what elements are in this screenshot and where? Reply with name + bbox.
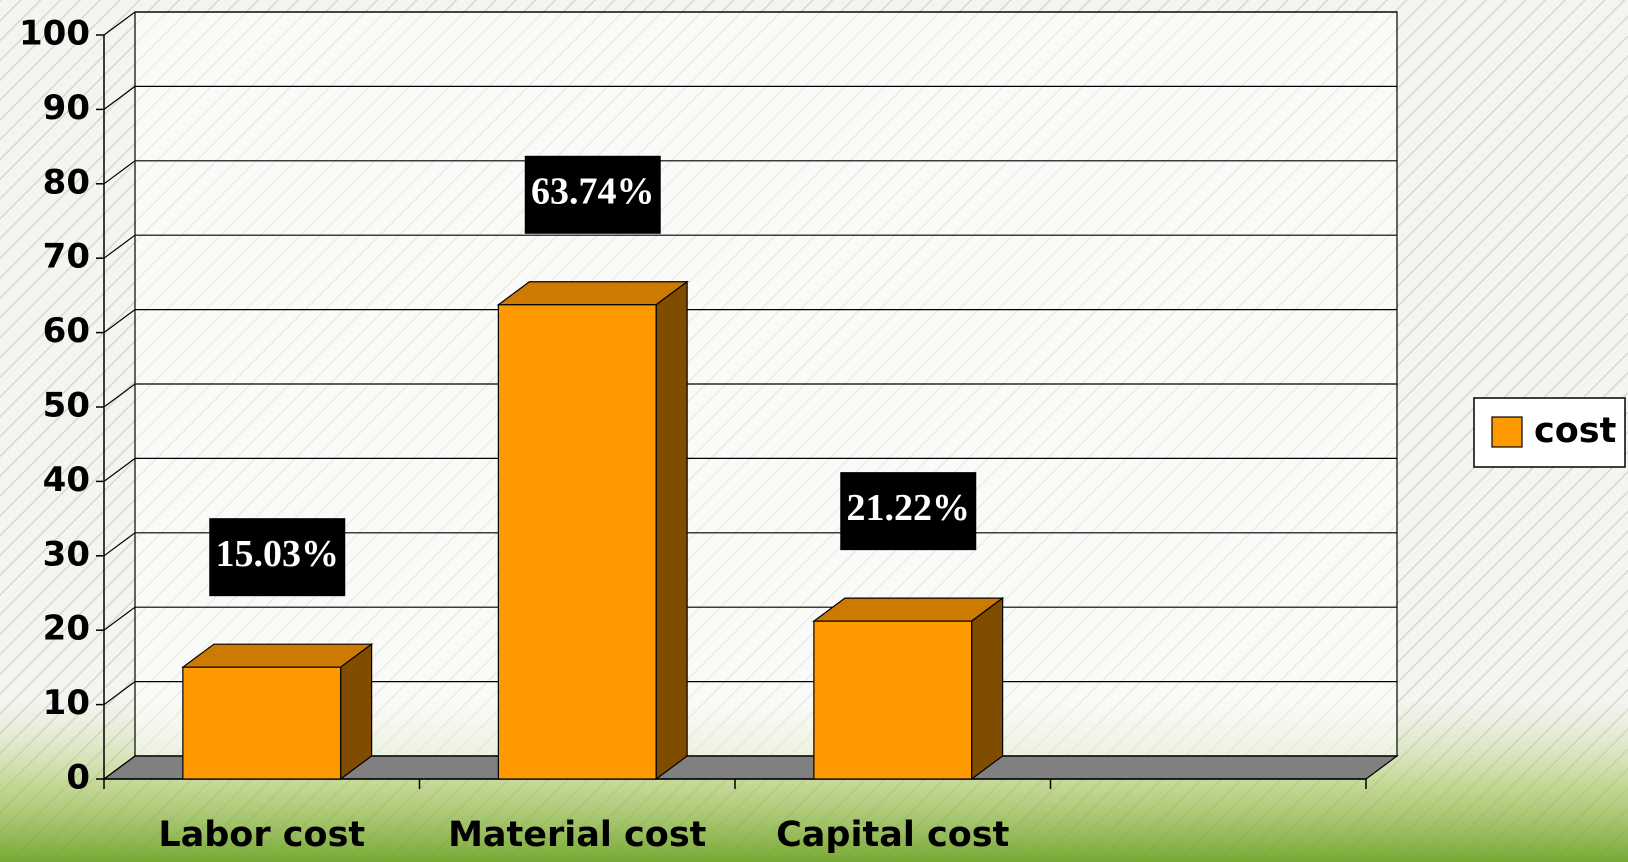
y-tick-label: 90 [43,88,90,128]
value-label: 15.03% [216,533,340,575]
bar-top [498,282,687,305]
x-tick-label: Labor cost [158,815,365,855]
bar [498,305,656,779]
y-tick-label: 0 [66,758,90,798]
bar [814,621,972,779]
x-tick-label: Capital cost [776,815,1009,855]
y-tick-label: 80 [43,162,90,202]
y-tick-label: 60 [43,311,90,351]
y-tick-label: 40 [43,460,90,500]
bar-side [972,598,1003,779]
x-tick-label: Material cost [448,815,706,855]
bar [183,667,341,779]
y-tick-label: 20 [43,609,90,649]
bar-top [183,644,372,667]
chart: 0 10 20 30 40 50 60 70 80 90 100 Labor cost 15.03% Ma… [0,0,1628,862]
value-label: 63.74% [531,170,655,212]
legend-label: cost [1534,411,1616,451]
bar-top [814,598,1003,621]
y-tick-label: 50 [43,386,90,426]
bar-side [656,282,687,779]
y-tick-label: 100 [19,14,90,54]
y-tick-label: 10 [43,683,90,723]
legend-swatch [1492,417,1522,447]
y-tick-label: 70 [43,237,90,277]
bar-side [341,644,372,779]
y-tick-label: 30 [43,534,90,574]
value-label: 21.22% [847,487,971,529]
